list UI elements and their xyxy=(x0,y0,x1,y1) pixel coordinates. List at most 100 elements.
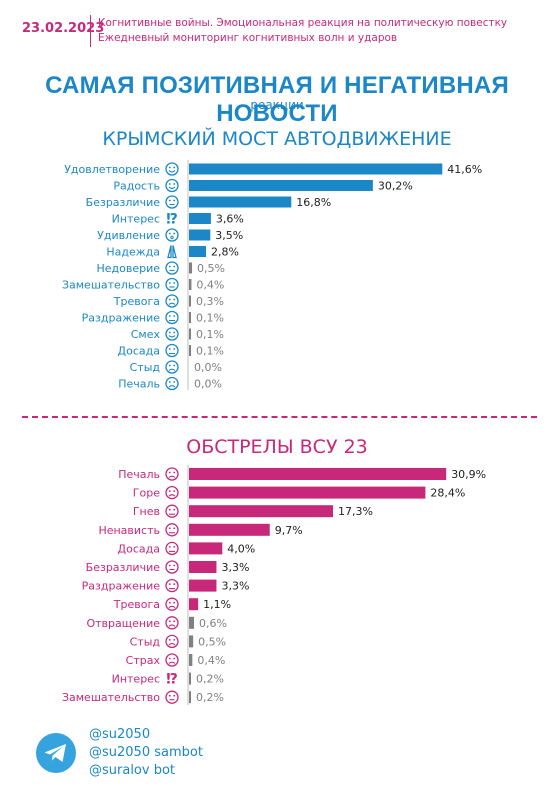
category-label-раздражение: Раздражение xyxy=(82,580,161,593)
category-label-горе: Горе xyxy=(133,487,160,500)
praying-hands-icon xyxy=(167,245,177,259)
bar-смех xyxy=(189,328,191,340)
ashamed-face-icon xyxy=(165,360,179,374)
bar-тревога xyxy=(189,598,199,611)
footer: @su2050 @su2050 sambot @suralov bot xyxy=(0,725,554,800)
fear-face-icon xyxy=(165,653,179,667)
footer-link-su2050-sambot[interactable]: @su2050 sambot xyxy=(89,745,203,760)
category-label-недоверие: Недоверие xyxy=(96,262,160,275)
bar-замешательство xyxy=(189,279,192,290)
value-label-удивление: 3,5% xyxy=(215,229,243,242)
bar-интерес xyxy=(189,672,191,685)
bar-безразличие xyxy=(189,561,217,573)
bar-раздражение xyxy=(189,312,191,323)
value-label-безразличие: 3,3% xyxy=(221,561,249,574)
category-label-отвращение: Отвращение xyxy=(86,617,160,630)
footer-link-su2050[interactable]: @su2050 xyxy=(89,727,151,742)
value-label-стыд: 0,5% xyxy=(198,635,226,648)
category-label-смех: Смех xyxy=(131,328,161,341)
distrust-face-icon xyxy=(165,261,179,275)
category-label-тревога: Тревога xyxy=(113,598,160,611)
value-label-раздражение: 3,3% xyxy=(221,580,249,593)
header-caption-line2: Ежедневный мониторинг когнитивных волн и… xyxy=(98,32,398,44)
category-label-радость: Радость xyxy=(113,180,160,193)
telegram-icon[interactable] xyxy=(36,733,76,773)
value-label-горе: 28,4% xyxy=(430,487,465,500)
bar-удивление xyxy=(189,229,211,241)
footer-link-suralov-bot[interactable]: @suralov bot xyxy=(89,763,176,778)
category-label-раздражение: Раздражение xyxy=(82,312,161,325)
category-label-замешательство: Замешательство xyxy=(62,691,160,704)
satisfied-face-icon xyxy=(165,162,179,176)
confused-face-icon xyxy=(165,690,179,704)
bar-раздражение xyxy=(189,579,217,592)
category-label-безразличие: Безразличие xyxy=(86,561,161,574)
anxious-face-icon xyxy=(165,294,179,308)
value-label-интерес: 3,6% xyxy=(216,213,244,226)
value-label-страх: 0,4% xyxy=(197,654,225,667)
bar-ненависть xyxy=(189,523,270,536)
bar-досада xyxy=(189,542,223,555)
irritated-face-icon xyxy=(165,578,179,593)
annoyed-face-icon xyxy=(165,343,179,358)
ashamed-face-icon xyxy=(165,634,179,649)
header-caption-line1: Когнитивные войны. Эмоциональная реакция… xyxy=(98,17,508,29)
value-label-досада: 0,1% xyxy=(196,345,224,358)
main-subtitle: реакции xyxy=(250,98,304,112)
category-label-печаль: Печаль xyxy=(118,468,160,481)
value-label-печаль: 0,0% xyxy=(194,378,222,391)
value-label-стыд: 0,0% xyxy=(194,361,222,374)
grief-face-icon xyxy=(165,485,179,500)
joy-face-icon xyxy=(165,178,179,193)
chart-title-crimean-bridge: КРЫМСКИЙ МОСТ АВТОДВИЖЕНИЕ xyxy=(102,128,452,150)
category-label-гнев: Гнев xyxy=(133,505,160,518)
irritated-face-icon xyxy=(165,310,179,325)
bar-интерес xyxy=(189,213,211,224)
bar-гнев xyxy=(189,505,333,518)
value-label-тревога: 0,3% xyxy=(196,295,224,308)
laughing-face-icon xyxy=(165,327,179,341)
value-label-удовлетворение: 41,6% xyxy=(447,163,482,176)
bar-безразличие xyxy=(189,196,292,208)
bar-тревога xyxy=(189,295,191,307)
value-label-отвращение: 0,6% xyxy=(199,617,227,630)
category-label-ненависть: Ненависть xyxy=(98,524,160,537)
sad-face-icon xyxy=(165,376,179,391)
interrobang-icon: ⁉ xyxy=(166,212,178,228)
category-label-удивление: Удивление xyxy=(97,229,160,242)
svg-text:⁉: ⁉ xyxy=(166,212,178,228)
bar-надежда xyxy=(189,246,207,257)
hatred-face-icon xyxy=(165,523,179,537)
bar-печаль xyxy=(189,468,447,480)
bar-горе xyxy=(189,486,426,499)
bar-отвращение xyxy=(189,616,194,629)
chart-shelling: Печаль 30,9% Горе 28,4% Гнев 17,3% Ненависть 9,… xyxy=(62,465,486,705)
surprised-face-icon xyxy=(165,228,179,242)
category-label-интерес: Интерес xyxy=(112,673,160,686)
category-label-досада: Досада xyxy=(118,542,160,555)
category-label-печаль: Печаль xyxy=(118,378,160,391)
value-label-замешательство: 0,4% xyxy=(196,279,224,292)
category-label-досада: Досада xyxy=(118,345,160,358)
category-label-страх: Страх xyxy=(126,654,161,667)
sad-face-icon xyxy=(165,467,179,481)
bar-радость xyxy=(189,180,373,191)
bar-недоверие xyxy=(189,262,193,274)
value-label-замешательство: 0,2% xyxy=(196,691,224,704)
svg-text:⁉: ⁉ xyxy=(166,672,178,688)
bar-досада xyxy=(189,345,191,356)
chart-crimean-bridge: Удовлетворение 41,6% Радость 30,2% Безразлич… xyxy=(62,160,482,391)
main-title: САМАЯ ПОЗИТИВНАЯ И НЕГАТИВНАЯ НОВОСТИ xyxy=(45,72,509,127)
value-label-недоверие: 0,5% xyxy=(197,262,225,275)
category-label-надежда: Надежда xyxy=(106,246,160,259)
value-label-тревога: 1,1% xyxy=(203,598,231,611)
category-label-стыд: Стыд xyxy=(130,635,161,648)
value-label-раздражение: 0,1% xyxy=(196,312,224,325)
category-label-удовлетворение: Удовлетворение xyxy=(64,163,160,176)
value-label-радость: 30,2% xyxy=(378,180,413,193)
bar-замешательство xyxy=(189,691,191,704)
value-label-безразличие: 16,8% xyxy=(296,196,331,209)
category-label-замешательство: Замешательство xyxy=(62,279,160,292)
anxious-face-icon xyxy=(165,597,179,611)
interrobang-icon: ⁉ xyxy=(166,672,178,688)
